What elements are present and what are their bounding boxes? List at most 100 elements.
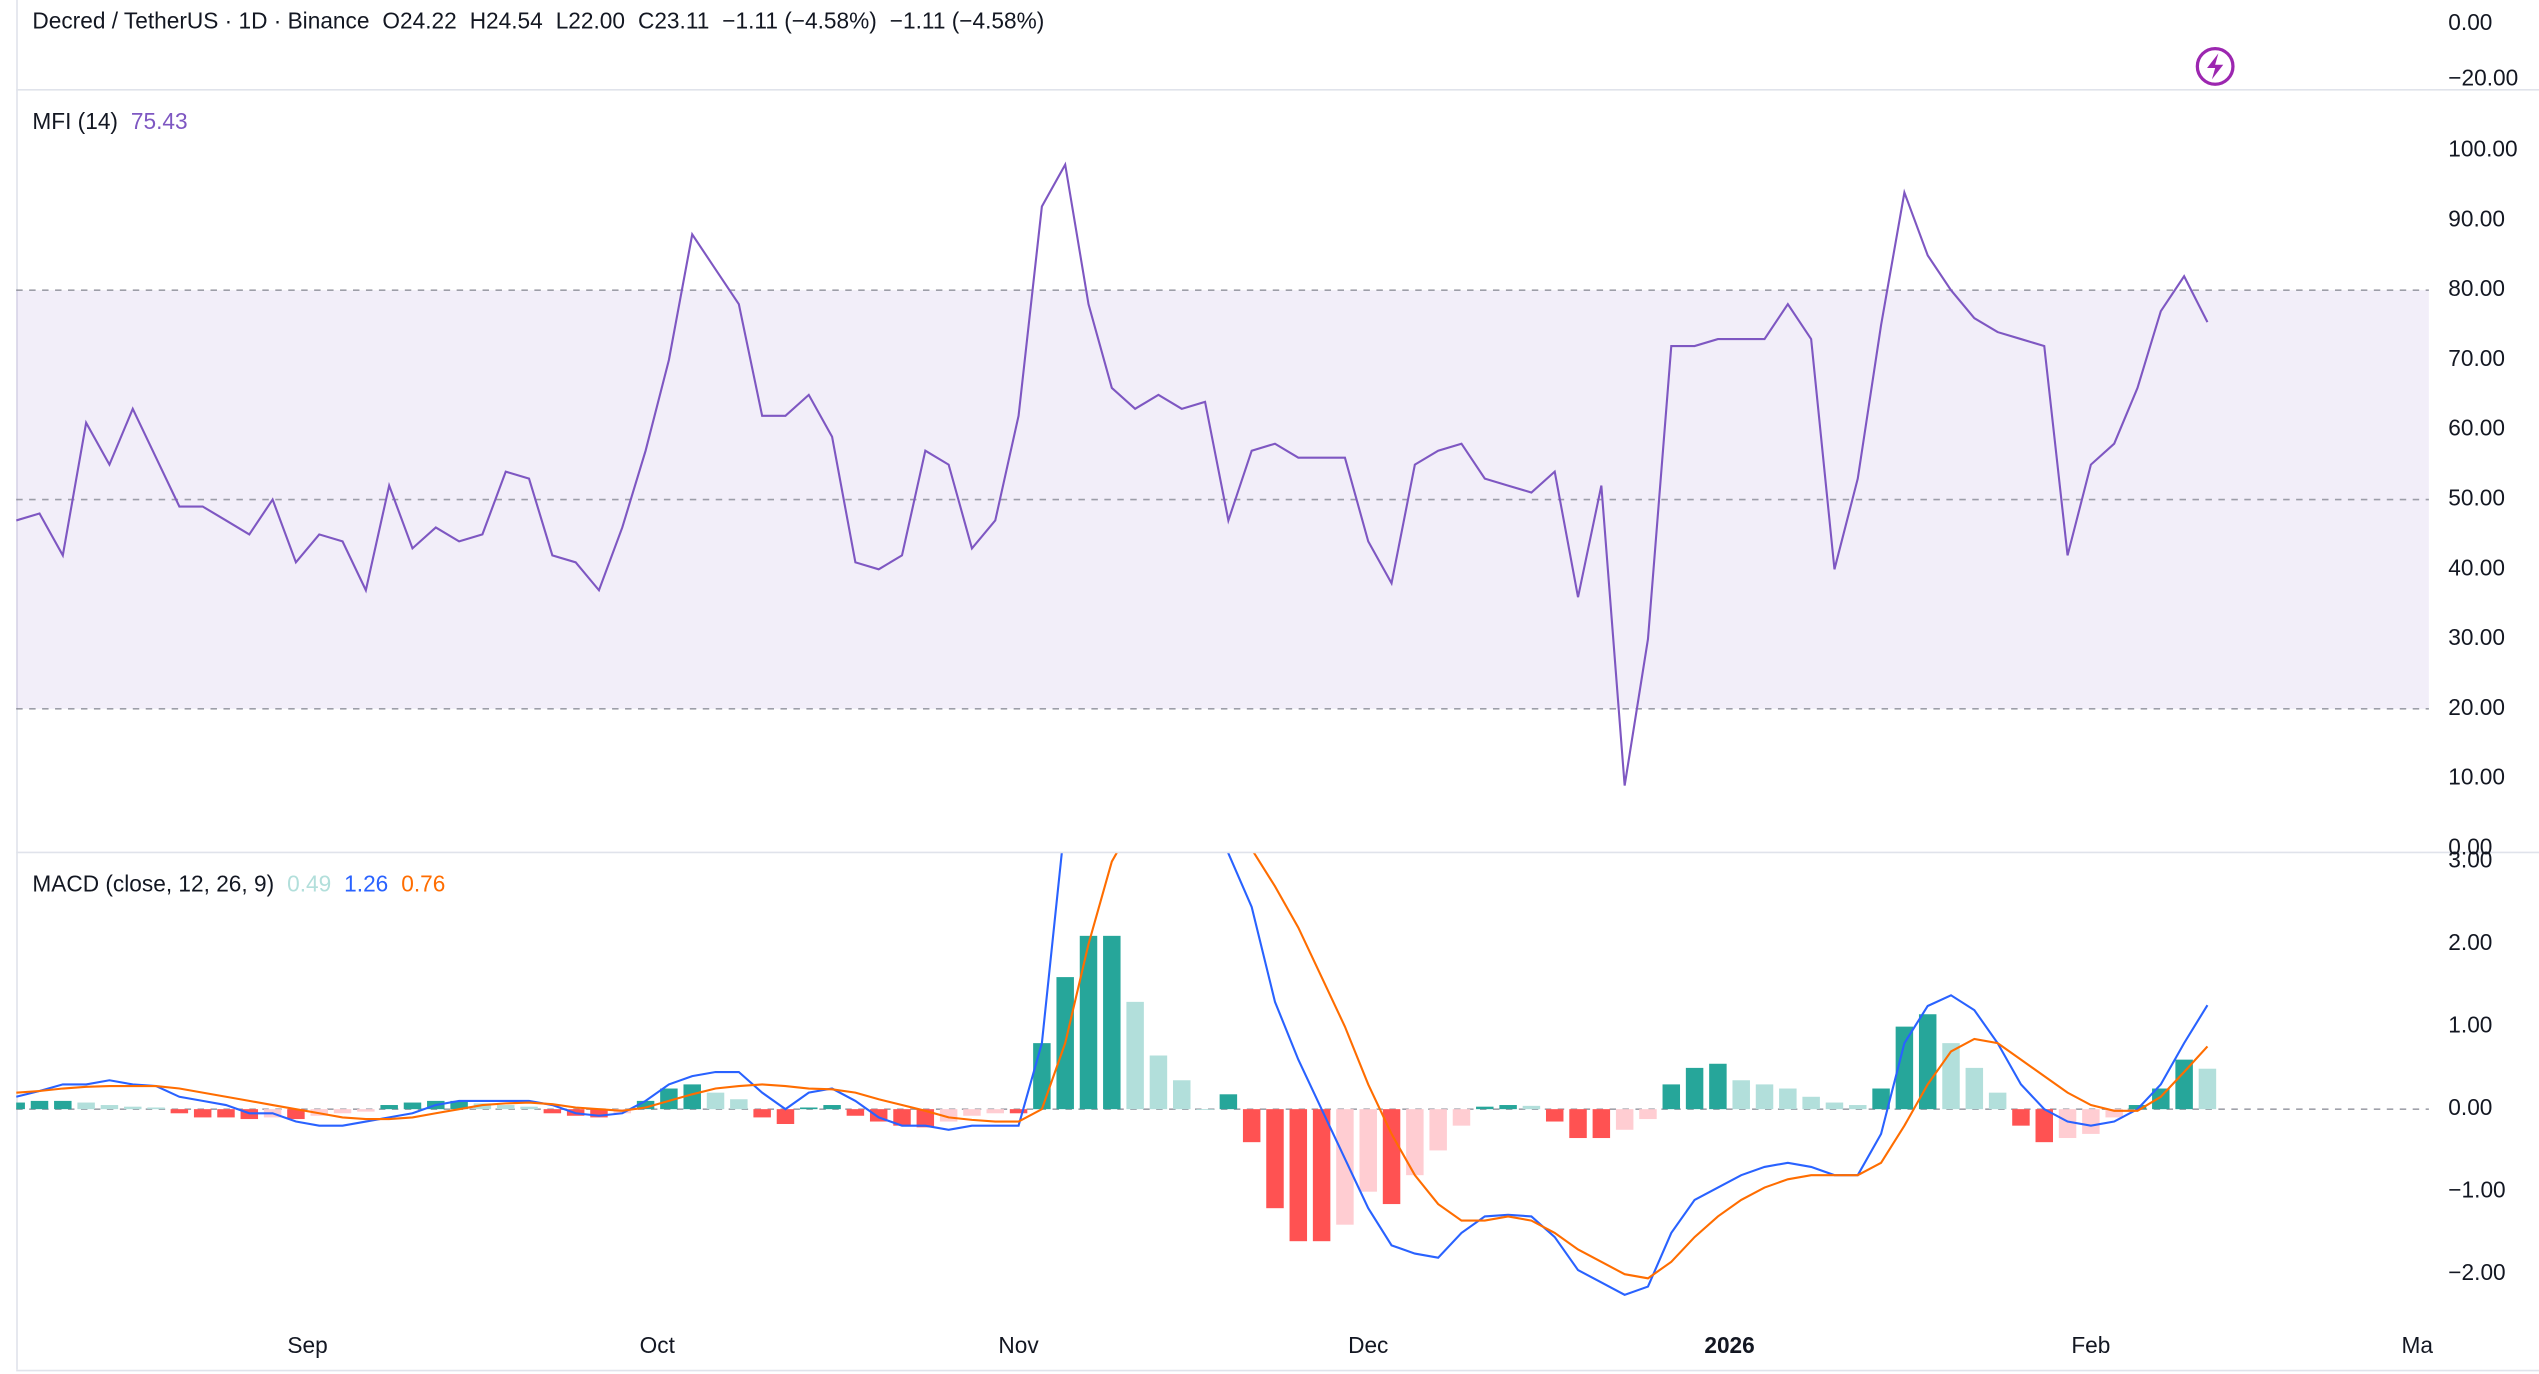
histogram-bar	[1988, 1092, 2007, 1110]
histogram-bar	[1359, 1109, 1377, 1192]
histogram-bar	[2175, 1059, 2193, 1110]
x-tick-label: Ma	[2401, 1332, 2433, 1358]
histogram-bar	[590, 1109, 608, 1118]
histogram-bar	[520, 1106, 538, 1110]
histogram-bar	[1079, 935, 1098, 1110]
legend-value: 75.43	[131, 108, 188, 134]
ohlc-value: −1.11 (−4.58%)	[890, 8, 1045, 34]
histogram-bar	[730, 1099, 748, 1110]
histogram-bar	[660, 1088, 678, 1110]
ohlc-value: −1.11 (−4.58%)	[722, 8, 877, 34]
histogram-bar	[2105, 1109, 2123, 1118]
histogram-bar	[1173, 1080, 1191, 1110]
histogram-bar	[2035, 1109, 2053, 1143]
histogram-bar	[1709, 1063, 1727, 1110]
histogram-bar	[1266, 1109, 1284, 1209]
histogram-bar	[1149, 1055, 1168, 1110]
y-tick-label: 20.00	[2448, 694, 2505, 720]
histogram-bar	[496, 1105, 515, 1110]
histogram-bar	[124, 1106, 142, 1110]
histogram-bar	[1196, 1109, 1214, 1110]
histogram-bar	[16, 1102, 25, 1110]
histogram-bar	[1825, 1102, 1844, 1110]
x-tick-label: Feb	[2071, 1332, 2110, 1358]
x-tick-label: Oct	[640, 1332, 676, 1358]
x-tick-label: 2026	[1704, 1332, 1754, 1358]
histogram-bar	[2058, 1109, 2077, 1139]
legend-value: 0.49	[287, 871, 331, 897]
ohlc-value: L22.00	[556, 8, 625, 34]
histogram-bar	[1336, 1109, 1354, 1225]
histogram-bar	[683, 1084, 701, 1110]
x-tick-label: Sep	[287, 1332, 327, 1358]
y-tick-label: 1.00	[2448, 1012, 2492, 1038]
x-tick-label: Nov	[998, 1332, 1039, 1358]
histogram-bar	[1429, 1109, 1447, 1151]
series-line	[16, 853, 2209, 1280]
histogram-bar	[2012, 1109, 2030, 1126]
ohlc-value: O24.22	[382, 8, 456, 34]
series-line	[16, 161, 2209, 786]
histogram-bar	[543, 1109, 562, 1114]
histogram-bar	[776, 1109, 795, 1125]
histogram-bar	[2152, 1088, 2170, 1110]
histogram-bar	[100, 1105, 119, 1110]
histogram-bar	[217, 1109, 235, 1118]
histogram-bar	[1802, 1096, 1820, 1110]
histogram-bar	[30, 1100, 49, 1110]
histogram-bar	[1615, 1109, 1634, 1130]
y-tick-label: 80.00	[2448, 275, 2505, 301]
histogram-bar	[450, 1100, 468, 1110]
histogram-bar	[357, 1109, 375, 1112]
legend-title: MACD (close, 12, 26, 9)	[32, 871, 274, 897]
histogram-bar	[1872, 1088, 1890, 1110]
histogram-bar	[1242, 1109, 1261, 1143]
histogram-bar	[1103, 935, 1121, 1110]
histogram-bar	[823, 1105, 841, 1110]
y-tick-label: 70.00	[2448, 345, 2505, 371]
histogram-bar	[77, 1102, 95, 1110]
y-tick-label: 60.00	[2448, 415, 2505, 441]
histogram-bar	[2082, 1109, 2100, 1134]
y-tick-label: 100.00	[2448, 136, 2517, 162]
histogram-bar	[636, 1100, 655, 1110]
histogram-bar	[193, 1109, 212, 1118]
histogram-bar	[1569, 1109, 1587, 1139]
histogram-bar	[1662, 1084, 1681, 1110]
legend: MFI (14) 75.43	[32, 108, 187, 134]
histogram-bar	[1289, 1109, 1308, 1242]
y-tick-label: −2.00	[2448, 1259, 2505, 1285]
histogram-bar	[380, 1105, 398, 1110]
histogram-bar	[986, 1109, 1005, 1114]
legend: MACD (close, 12, 26, 9) 0.49 1.26 0.76	[32, 871, 445, 897]
histogram-bar	[1406, 1109, 1424, 1176]
legend-title: Decred / TetherUS · 1D · Binance	[32, 8, 369, 34]
histogram-bar	[1219, 1094, 1238, 1110]
histogram-bar	[1312, 1109, 1331, 1242]
histogram-bar	[54, 1100, 72, 1110]
histogram-bar	[170, 1109, 189, 1114]
y-tick-label: 30.00	[2448, 624, 2505, 650]
ohlc-value: H24.54	[470, 8, 543, 34]
histogram-bar	[893, 1109, 911, 1126]
histogram-bar	[1452, 1109, 1471, 1126]
histogram-bar	[1009, 1109, 1028, 1114]
histogram-bar	[1755, 1084, 1774, 1110]
histogram-bar	[1499, 1105, 1517, 1110]
y-tick-label: −1.00	[2448, 1177, 2505, 1203]
y-tick-label: 50.00	[2448, 485, 2505, 511]
histogram-bar	[1126, 1001, 1144, 1110]
legend-value: 1.26	[344, 871, 388, 897]
histogram-bar	[147, 1107, 165, 1110]
histogram-bar	[1965, 1067, 1984, 1110]
alert-icon[interactable]	[2195, 46, 2235, 86]
y-tick-label: 0.00	[2448, 9, 2492, 35]
histogram-bar	[1895, 1026, 1914, 1110]
y-tick-label: 2.00	[2448, 929, 2492, 955]
histogram-bar	[2198, 1068, 2217, 1110]
y-tick-label: 0.00	[2448, 833, 2492, 859]
histogram-bar	[1545, 1109, 1564, 1122]
histogram-bar	[846, 1109, 865, 1116]
y-tick-label: 40.00	[2448, 554, 2505, 580]
